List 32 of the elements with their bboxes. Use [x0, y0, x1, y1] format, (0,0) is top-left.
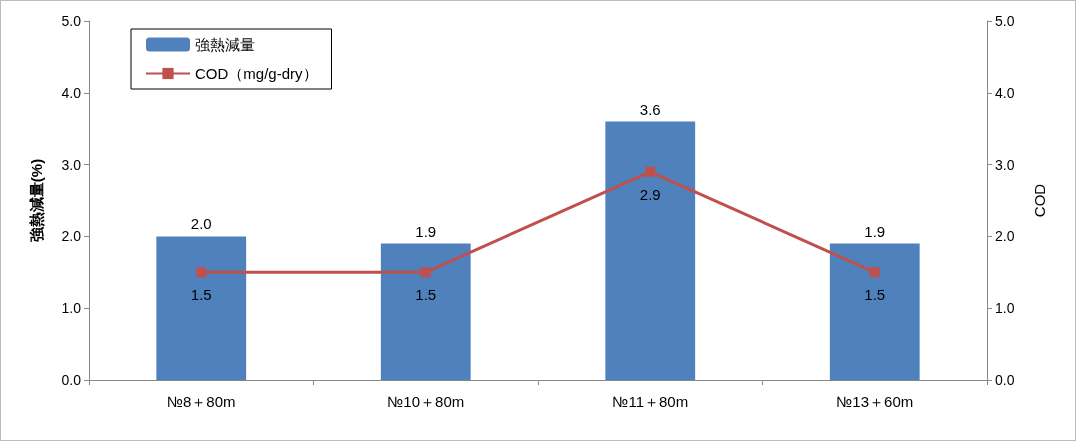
y2-axis-title: COD	[1031, 183, 1048, 218]
y2-tick-label: 2.0	[995, 228, 1015, 245]
y2-tick-label: 0.0	[995, 372, 1015, 388]
y-tick-label: 3.0	[61, 156, 82, 173]
bar	[829, 243, 920, 380]
data-label: 1.5	[190, 286, 212, 304]
y-tick-label: 4.0	[61, 84, 82, 101]
y-tick-label: 1.0	[61, 300, 82, 317]
y2-tick-label: 4.0	[995, 84, 1015, 101]
legend-label: COD（mg/g-dry）	[195, 65, 318, 82]
x-tick-label: №8＋80m	[166, 393, 236, 410]
data-label: 3.6	[639, 100, 661, 118]
data-label: 2.9	[639, 185, 661, 203]
data-label: 2.0	[190, 215, 212, 233]
data-label: 1.5	[415, 286, 437, 304]
data-label: 1.9	[415, 222, 437, 240]
y-tick-label: 0.0	[61, 372, 82, 388]
data-label: 1.9	[864, 222, 886, 240]
x-tick-label: №13＋60m	[836, 393, 914, 410]
bar	[156, 236, 247, 380]
x-tick-label: №10＋80m	[387, 393, 465, 410]
bar	[605, 121, 696, 380]
legend-label: 強熱減量	[195, 36, 255, 53]
y2-tick-label: 3.0	[995, 156, 1015, 173]
y-tick-label: 2.0	[61, 228, 82, 245]
y-axis-title: 強熱減量(%)	[28, 158, 45, 243]
y-tick-label: 5.0	[61, 13, 82, 29]
x-tick-label: №11＋80m	[612, 393, 689, 410]
y2-tick-label: 5.0	[995, 13, 1015, 29]
bar	[380, 243, 471, 380]
data-label: 1.5	[864, 286, 886, 304]
y2-tick-label: 1.0	[995, 300, 1015, 317]
